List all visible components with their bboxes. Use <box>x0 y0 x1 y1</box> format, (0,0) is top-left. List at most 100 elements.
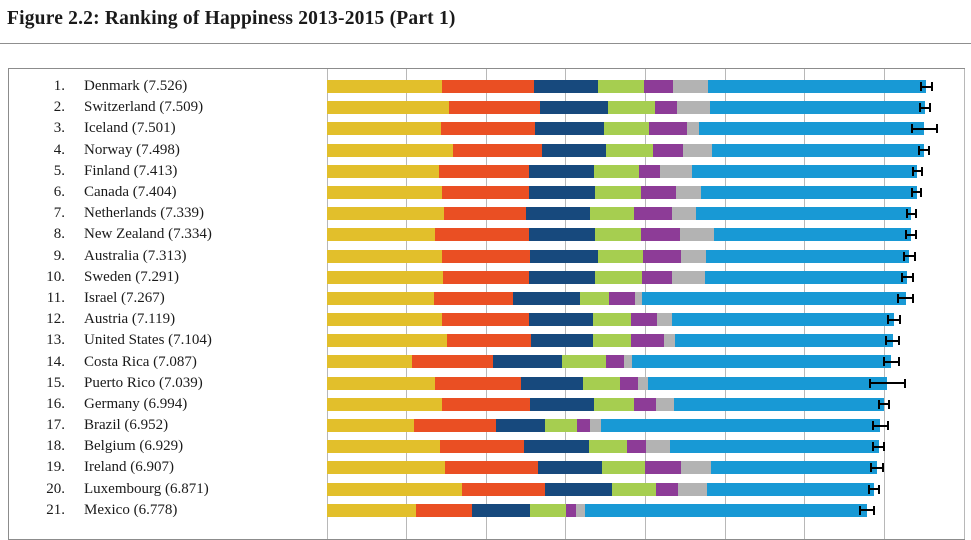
country-label: United States (7.104) <box>84 333 212 349</box>
segment-orange <box>435 228 529 242</box>
segment-gray <box>623 355 633 369</box>
segment-yellow <box>327 503 416 517</box>
segment-orange <box>447 334 531 348</box>
error-bar <box>918 101 932 114</box>
figure-title: Figure 2.2: Ranking of Happiness 2013-20… <box>7 8 456 29</box>
segment-gray <box>575 503 585 517</box>
segment-gray <box>686 122 699 136</box>
country-row: 13. United States (7.104) <box>9 330 964 351</box>
segment-yellow <box>327 249 442 263</box>
segment-orange <box>441 249 530 263</box>
error-bar-line <box>867 488 881 491</box>
error-bar-cap-right <box>914 230 917 240</box>
country-label: Israel (7.267) <box>84 290 165 306</box>
bar-area <box>327 97 964 118</box>
error-bar-cap-left <box>905 230 908 240</box>
error-bar <box>882 355 901 368</box>
country-label: Ireland (6.907) <box>84 460 174 476</box>
country-row: 7. Netherlands (7.339) <box>9 203 964 224</box>
error-bar <box>911 165 923 178</box>
stacked-bar <box>327 461 877 475</box>
segment-dark-blue <box>512 291 581 305</box>
segment-orange <box>415 503 473 517</box>
segment-purple <box>643 80 673 93</box>
error-bar-cap-right <box>930 82 933 91</box>
bar-area <box>327 394 964 415</box>
stacked-bar <box>327 207 912 221</box>
error-bar-cap-right <box>878 484 881 494</box>
bar-area <box>327 330 964 351</box>
error-bar-cap-left <box>919 82 922 91</box>
error-bar-line <box>919 85 933 88</box>
segment-orange <box>462 482 545 496</box>
segment-dark-blue <box>528 313 593 327</box>
segment-light-blue <box>710 101 925 115</box>
stacked-bar <box>327 164 918 178</box>
segment-light-green <box>593 164 640 178</box>
segment-light-green <box>594 228 642 242</box>
segment-yellow <box>327 482 463 496</box>
segment-gray <box>680 249 707 263</box>
stacked-bar <box>327 228 911 242</box>
segment-yellow <box>327 143 453 157</box>
stacked-bar <box>327 249 910 263</box>
rank-label: 20. <box>46 480 65 497</box>
stacked-bar <box>327 80 927 93</box>
rank-label: 13. <box>46 332 65 349</box>
rank-label: 9. <box>53 247 65 264</box>
stacked-bar <box>327 101 925 115</box>
country-row: 1. Denmark (7.526) <box>9 76 964 97</box>
error-bar-cap-right <box>887 421 890 430</box>
rank-label: 14. <box>46 353 65 370</box>
bar-area <box>327 224 964 245</box>
country-row: 9. Australia (7.313) <box>9 246 964 267</box>
rank-label: 1. <box>53 78 65 95</box>
bar-area <box>327 288 964 309</box>
country-row: 2. Switzerland (7.509) <box>9 97 964 118</box>
error-bar-cap-right <box>883 442 886 452</box>
error-bar-cap-right <box>911 272 914 282</box>
segment-dark-blue <box>529 270 596 284</box>
error-bar-line <box>917 149 931 152</box>
country-label: Canada (7.404) <box>84 185 177 201</box>
error-bar-line <box>911 170 923 173</box>
segment-gray <box>638 376 648 390</box>
segment-purple <box>641 270 673 284</box>
segment-gray <box>589 419 602 432</box>
country-label: Costa Rica (7.087) <box>84 354 197 370</box>
segment-orange <box>442 313 529 327</box>
error-bar <box>901 271 914 284</box>
segment-light-blue <box>708 80 927 93</box>
error-bar-line <box>905 212 917 215</box>
segment-orange <box>442 397 530 411</box>
segment-light-blue <box>669 440 879 454</box>
error-bar-line <box>910 191 923 194</box>
stacked-bar <box>327 334 893 348</box>
segment-dark-blue <box>544 482 613 496</box>
rank-label: 15. <box>46 374 65 391</box>
rank-label: 18. <box>46 438 65 455</box>
country-row: 14. Costa Rica (7.087) <box>9 351 964 372</box>
error-bar-cap-left <box>901 272 904 282</box>
segment-orange <box>433 291 513 305</box>
segment-light-green <box>561 355 606 369</box>
error-bar <box>902 250 916 263</box>
segment-yellow <box>327 122 441 136</box>
error-bar-cap-left <box>917 145 920 155</box>
error-bar-cap-left <box>869 378 872 388</box>
error-bar <box>905 228 917 241</box>
segment-light-green <box>583 376 621 390</box>
error-bar-cap-right <box>935 124 938 134</box>
segment-gray <box>663 334 676 348</box>
segment-light-green <box>602 461 646 475</box>
bar-area <box>327 267 964 288</box>
error-bar <box>905 207 917 220</box>
error-bar <box>877 398 891 411</box>
country-row: 20. Luxembourg (6.871) <box>9 479 964 500</box>
country-row: 6. Canada (7.404) <box>9 182 964 203</box>
error-bar-cap-left <box>871 421 874 430</box>
segment-gray <box>671 207 696 221</box>
error-bar-cap-left <box>869 463 872 473</box>
segment-dark-blue <box>529 397 595 411</box>
segment-light-green <box>594 397 634 411</box>
